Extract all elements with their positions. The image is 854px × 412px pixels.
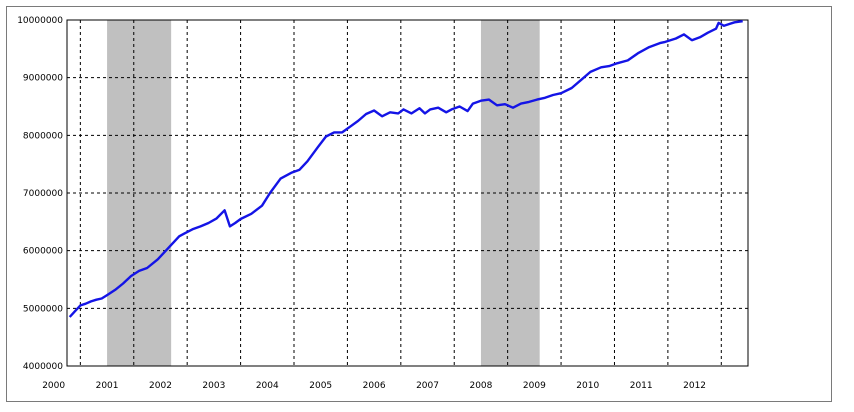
x-tick-label: 2011 [630, 381, 653, 391]
x-tick-label: 2007 [416, 381, 439, 391]
x-tick-label: 2005 [309, 381, 332, 391]
line-chart: 4000000 5000000 6000000 7000000 8000000 90000… [17, 16, 749, 391]
x-tick-label: 2000 [42, 381, 65, 391]
y-tick-label: 10000000 [17, 16, 63, 26]
x-tick-label: 2010 [576, 381, 599, 391]
x-tick-label: 2003 [202, 381, 225, 391]
y-tick-label: 8000000 [23, 131, 63, 141]
x-tick-label: 2009 [523, 381, 546, 391]
x-tick-label: 2002 [149, 381, 172, 391]
x-tick-label: 2001 [96, 381, 119, 391]
grid-lines [67, 19, 748, 366]
y-tick-label: 7000000 [23, 189, 63, 199]
y-tick-labels: 4000000 5000000 6000000 7000000 8000000 90000… [17, 16, 63, 372]
y-tick-label: 6000000 [23, 247, 63, 257]
y-tick-label: 4000000 [23, 362, 63, 372]
plot-border [66, 19, 749, 367]
series-line-1 [68, 20, 743, 318]
y-tick-label: 9000000 [23, 74, 63, 84]
x-tick-label: 2008 [469, 381, 492, 391]
series-group [68, 20, 743, 318]
x-tick-label: 2006 [363, 381, 386, 391]
chart-frame: 4000000 5000000 6000000 7000000 8000000 90000… [6, 6, 832, 402]
x-tick-label: 2004 [256, 381, 279, 391]
x-tick-labels: 2000 2001 2002 2003 2004 2005 2006 2007 2008 2009… [42, 381, 706, 391]
y-tick-label: 5000000 [23, 304, 63, 314]
x-tick-label: 2012 [683, 381, 706, 391]
